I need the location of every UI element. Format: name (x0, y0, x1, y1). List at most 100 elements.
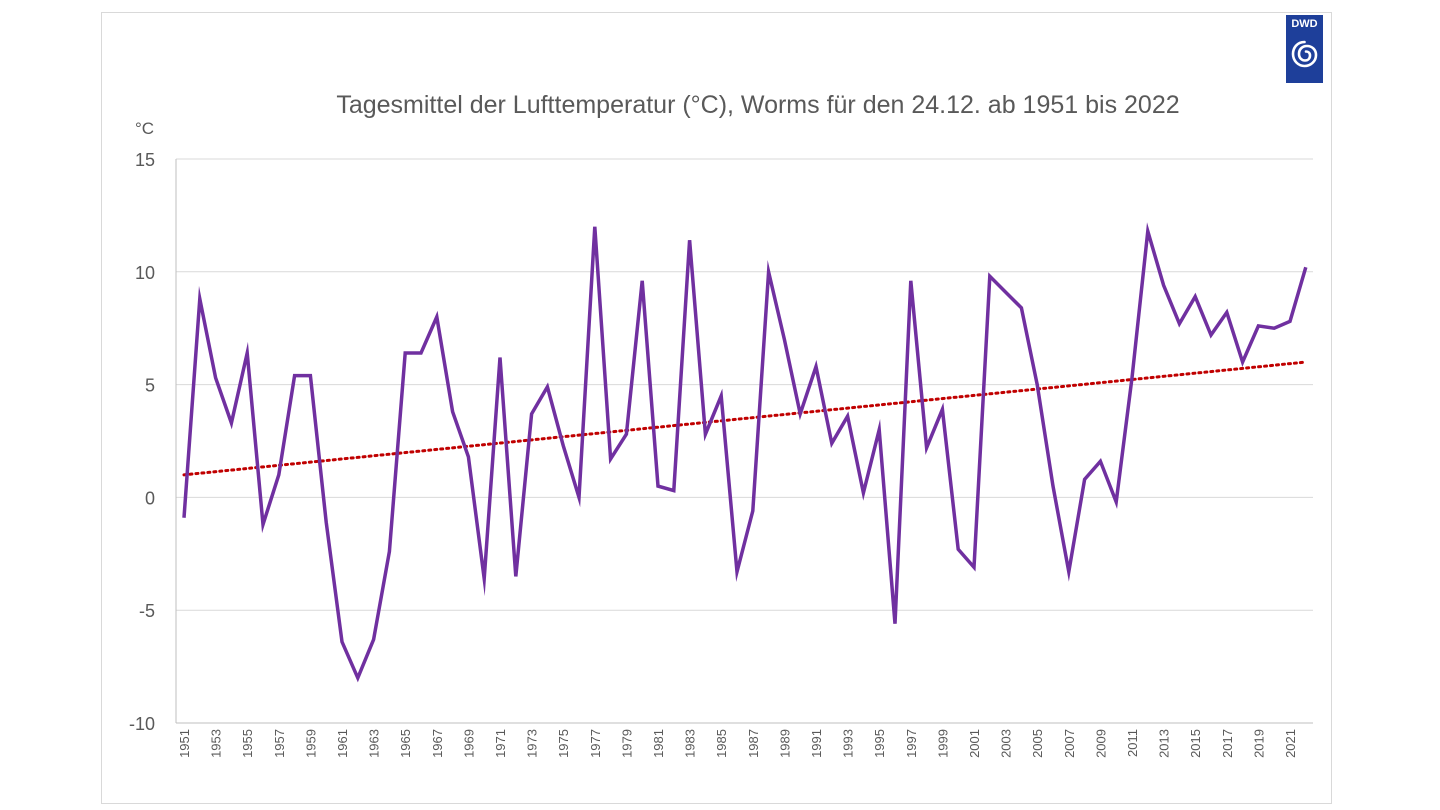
x-tick-label: 1991 (809, 729, 824, 758)
x-tick-label: 1971 (493, 729, 508, 758)
data-point (973, 566, 976, 569)
data-point (767, 270, 770, 273)
x-tick-label: 1985 (714, 729, 729, 758)
data-point (1162, 284, 1165, 287)
data-point (909, 279, 912, 282)
data-point (609, 458, 612, 461)
data-point (925, 446, 928, 449)
data-point (783, 338, 786, 341)
x-tick-label: 2013 (1157, 729, 1172, 758)
data-point (1210, 333, 1213, 336)
x-tick-label: 1979 (619, 729, 634, 758)
x-tick-label: 1977 (588, 729, 603, 758)
x-tick-label: 2005 (1030, 729, 1045, 758)
x-tick-label: 1953 (209, 729, 224, 758)
data-point (1131, 376, 1134, 379)
data-point (262, 523, 265, 526)
x-tick-label: 1957 (272, 729, 287, 758)
x-tick-label: 1987 (746, 729, 761, 758)
data-point (1241, 361, 1244, 364)
y-tick-label: 5 (145, 376, 155, 396)
data-point (467, 455, 470, 458)
y-tick-label: 15 (135, 150, 155, 170)
x-tick-label: 2015 (1188, 729, 1203, 758)
data-point (420, 352, 423, 355)
data-point (1020, 306, 1023, 309)
x-tick-label: 1969 (461, 729, 476, 758)
data-point (736, 570, 739, 573)
data-point (214, 376, 217, 379)
data-point (1225, 311, 1228, 314)
data-point (862, 491, 865, 494)
x-tick-label: 1983 (683, 729, 698, 758)
data-point (230, 421, 233, 424)
data-point (799, 412, 802, 415)
data-point (1067, 570, 1070, 573)
data-point (246, 352, 249, 355)
data-point (846, 415, 849, 418)
data-point (1146, 230, 1149, 233)
data-point (957, 548, 960, 551)
x-tick-label: 2019 (1251, 729, 1266, 758)
data-point (1052, 485, 1055, 488)
x-tick-label: 1975 (556, 729, 571, 758)
logo-text: DWD (1291, 18, 1318, 30)
x-tick-label: 2009 (1093, 729, 1108, 758)
data-point (704, 433, 707, 436)
data-point (1289, 320, 1292, 323)
x-tick-label: 1997 (904, 729, 919, 758)
data-point (451, 410, 454, 413)
data-point (372, 638, 375, 641)
data-point (578, 496, 581, 499)
x-tick-label: 2007 (1062, 729, 1077, 758)
data-point (1194, 295, 1197, 298)
data-point (198, 297, 201, 300)
x-tick-label: 2001 (967, 729, 982, 758)
x-tick-label: 1989 (777, 729, 792, 758)
data-point (1257, 324, 1260, 327)
data-point (1036, 383, 1039, 386)
data-point (941, 408, 944, 411)
data-point (720, 394, 723, 397)
y-axis-unit-label: °C (135, 119, 154, 138)
data-point (830, 442, 833, 445)
data-point (293, 374, 296, 377)
data-point (815, 365, 818, 368)
dwd-swirl-icon (1291, 40, 1318, 68)
x-tick-label: 1965 (398, 729, 413, 758)
x-tick-label: 1967 (430, 729, 445, 758)
data-point (325, 521, 328, 524)
x-tick-label: 2011 (1125, 729, 1140, 757)
chart-title: Tagesmittel der Lufttemperatur (°C), Wor… (336, 91, 1179, 119)
data-point (688, 239, 691, 242)
data-point (404, 352, 407, 355)
data-point (277, 473, 280, 476)
trendline (182, 360, 1308, 477)
data-point (625, 433, 628, 436)
x-tick-label: 2003 (999, 729, 1014, 758)
x-tick-label: 1973 (525, 729, 540, 758)
data-point (388, 550, 391, 553)
data-point (1115, 500, 1118, 503)
data-point (751, 509, 754, 512)
x-tick-label: 2017 (1220, 729, 1235, 758)
data-point (435, 315, 438, 318)
data-point (546, 385, 549, 388)
data-point (1004, 291, 1007, 294)
x-tick-label: 1999 (935, 729, 950, 758)
series-line (182, 222, 1308, 683)
y-tick-label: -5 (139, 601, 155, 621)
dwd-logo: DWD (1286, 15, 1323, 83)
data-point (530, 412, 533, 415)
data-point (356, 676, 359, 679)
data-point (183, 516, 186, 519)
data-point (562, 444, 565, 447)
x-tick-label: 2021 (1283, 729, 1298, 758)
data-point (1099, 460, 1102, 463)
x-tick-label: 1961 (335, 729, 350, 758)
data-point (672, 489, 675, 492)
data-point (499, 356, 502, 359)
x-tick-label: 1993 (841, 729, 856, 758)
y-tick-label: 10 (135, 263, 155, 283)
